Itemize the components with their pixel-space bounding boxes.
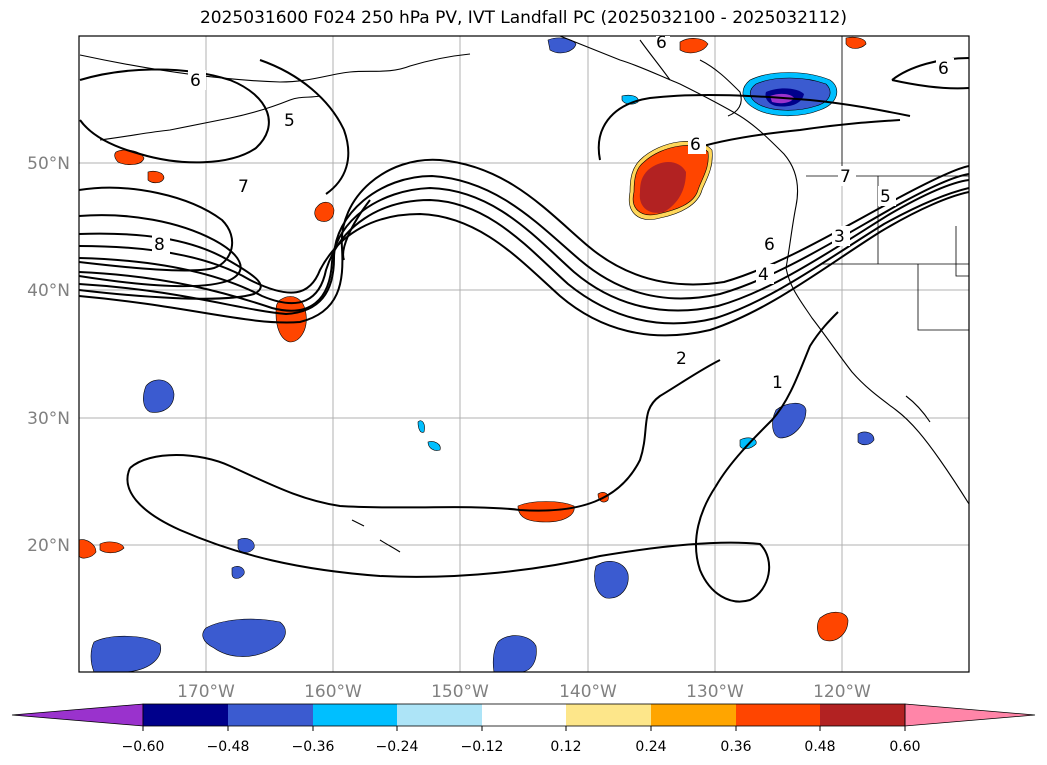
lon-tick-labels: 170°W 160°W 150°W 140°W 130°W 120°W <box>177 682 871 702</box>
lat-tick-label: 20°N <box>27 536 70 556</box>
ivt-negative-area <box>231 566 245 579</box>
lon-tick-label: 130°W <box>686 682 744 702</box>
pv-contour-label: 6 <box>656 33 667 53</box>
colorbar-tick-label: 0.12 <box>550 739 581 755</box>
colorbar-tick-label: −0.24 <box>376 739 419 755</box>
colorbar-segment <box>228 704 313 726</box>
colorbar-tick-label: 0.60 <box>889 739 920 755</box>
ivt-positive-area <box>99 541 125 554</box>
pv-contour-labels: 6 5 7 8 6 6 6 7 5 3 4 6 2 1 <box>152 33 954 393</box>
colorbar-segment <box>313 704 397 726</box>
colorbar-segment <box>820 704 905 726</box>
colorbar-tick-label: 0.48 <box>804 739 835 755</box>
ivt-negative-area <box>857 431 875 446</box>
ivt-positive-area <box>314 201 335 222</box>
colorbar-tick-label: −0.36 <box>292 739 335 755</box>
lon-tick-label: 170°W <box>177 682 235 702</box>
lon-tick-label: 160°W <box>304 682 362 702</box>
lat-tick-label: 50°N <box>27 154 70 174</box>
lon-tick-label: 120°W <box>813 682 871 702</box>
ivt-negative-area <box>143 379 175 413</box>
coastlines <box>79 36 969 553</box>
pv-contour-label: 6 <box>938 59 949 79</box>
colorbar-segment <box>397 704 482 726</box>
gridlines <box>79 36 969 672</box>
ivt-negative-area <box>417 420 425 433</box>
ivt-positive-area <box>79 539 97 559</box>
ivt-positive-core <box>639 161 686 213</box>
colorbar-tick-label: 0.36 <box>720 739 751 755</box>
pv-contour-label: 1 <box>772 373 783 393</box>
ivt-negative-area <box>90 635 162 672</box>
plot-area <box>79 36 969 672</box>
colorbar-tick-label: 0.24 <box>635 739 666 755</box>
pv-contour-label: 2 <box>676 349 687 369</box>
colorbar-extend-low <box>11 703 144 727</box>
pv-contour-label: 4 <box>758 265 769 285</box>
lat-tick-label: 30°N <box>27 409 70 429</box>
colorbar-ticks <box>142 726 906 731</box>
pv-contour-label: 5 <box>880 187 891 207</box>
colorbar-segment <box>566 704 651 726</box>
colorbar-segment <box>143 704 228 726</box>
pv-contour-label: 7 <box>840 167 851 187</box>
pv-contour-label: 6 <box>764 235 775 255</box>
ivt-positive-area <box>147 170 165 184</box>
pv-contour-label: 5 <box>284 111 295 131</box>
ivt-negative-area <box>594 561 629 599</box>
plot-border <box>78 35 970 673</box>
ivt-negative-area <box>547 37 577 54</box>
map-title: 2025031600 F024 250 hPa PV, IVT Landfall… <box>199 8 847 28</box>
colorbar-extend-high <box>904 703 1036 727</box>
pv-contour-label: 3 <box>834 227 845 247</box>
colorbar-segment <box>482 704 566 726</box>
ivt-positive-area <box>679 38 709 54</box>
ivt-negative-area <box>237 538 255 553</box>
colorbar: −0.60 −0.48 −0.36 −0.24 −0.12 0.12 0.24 … <box>11 703 1036 755</box>
ivt-positive-area <box>845 36 867 49</box>
colorbar-segment <box>736 704 820 726</box>
pv-contour-label: 8 <box>154 235 165 255</box>
colorbar-tick-label: −0.12 <box>461 739 504 755</box>
lon-tick-label: 150°W <box>431 682 489 702</box>
pv-contour-label: 7 <box>238 177 249 197</box>
ivt-shading <box>79 36 875 672</box>
pv-contour-label: 6 <box>190 71 201 91</box>
colorbar-tick-label: −0.48 <box>207 739 250 755</box>
ivt-negative-area <box>427 441 441 451</box>
ivt-positive-area <box>517 501 575 523</box>
ivt-negative-area <box>202 618 286 657</box>
lat-tick-labels: 50°N 40°N 30°N 20°N <box>27 154 70 556</box>
ivt-negative-area <box>492 635 537 672</box>
ivt-negative-area <box>772 402 807 439</box>
ivt-positive-area <box>817 611 849 642</box>
colorbar-segment <box>651 704 736 726</box>
lat-tick-label: 40°N <box>27 281 70 301</box>
lon-tick-label: 140°W <box>559 682 617 702</box>
pv-contour-label: 6 <box>690 135 701 155</box>
colorbar-tick-label: −0.60 <box>122 739 165 755</box>
